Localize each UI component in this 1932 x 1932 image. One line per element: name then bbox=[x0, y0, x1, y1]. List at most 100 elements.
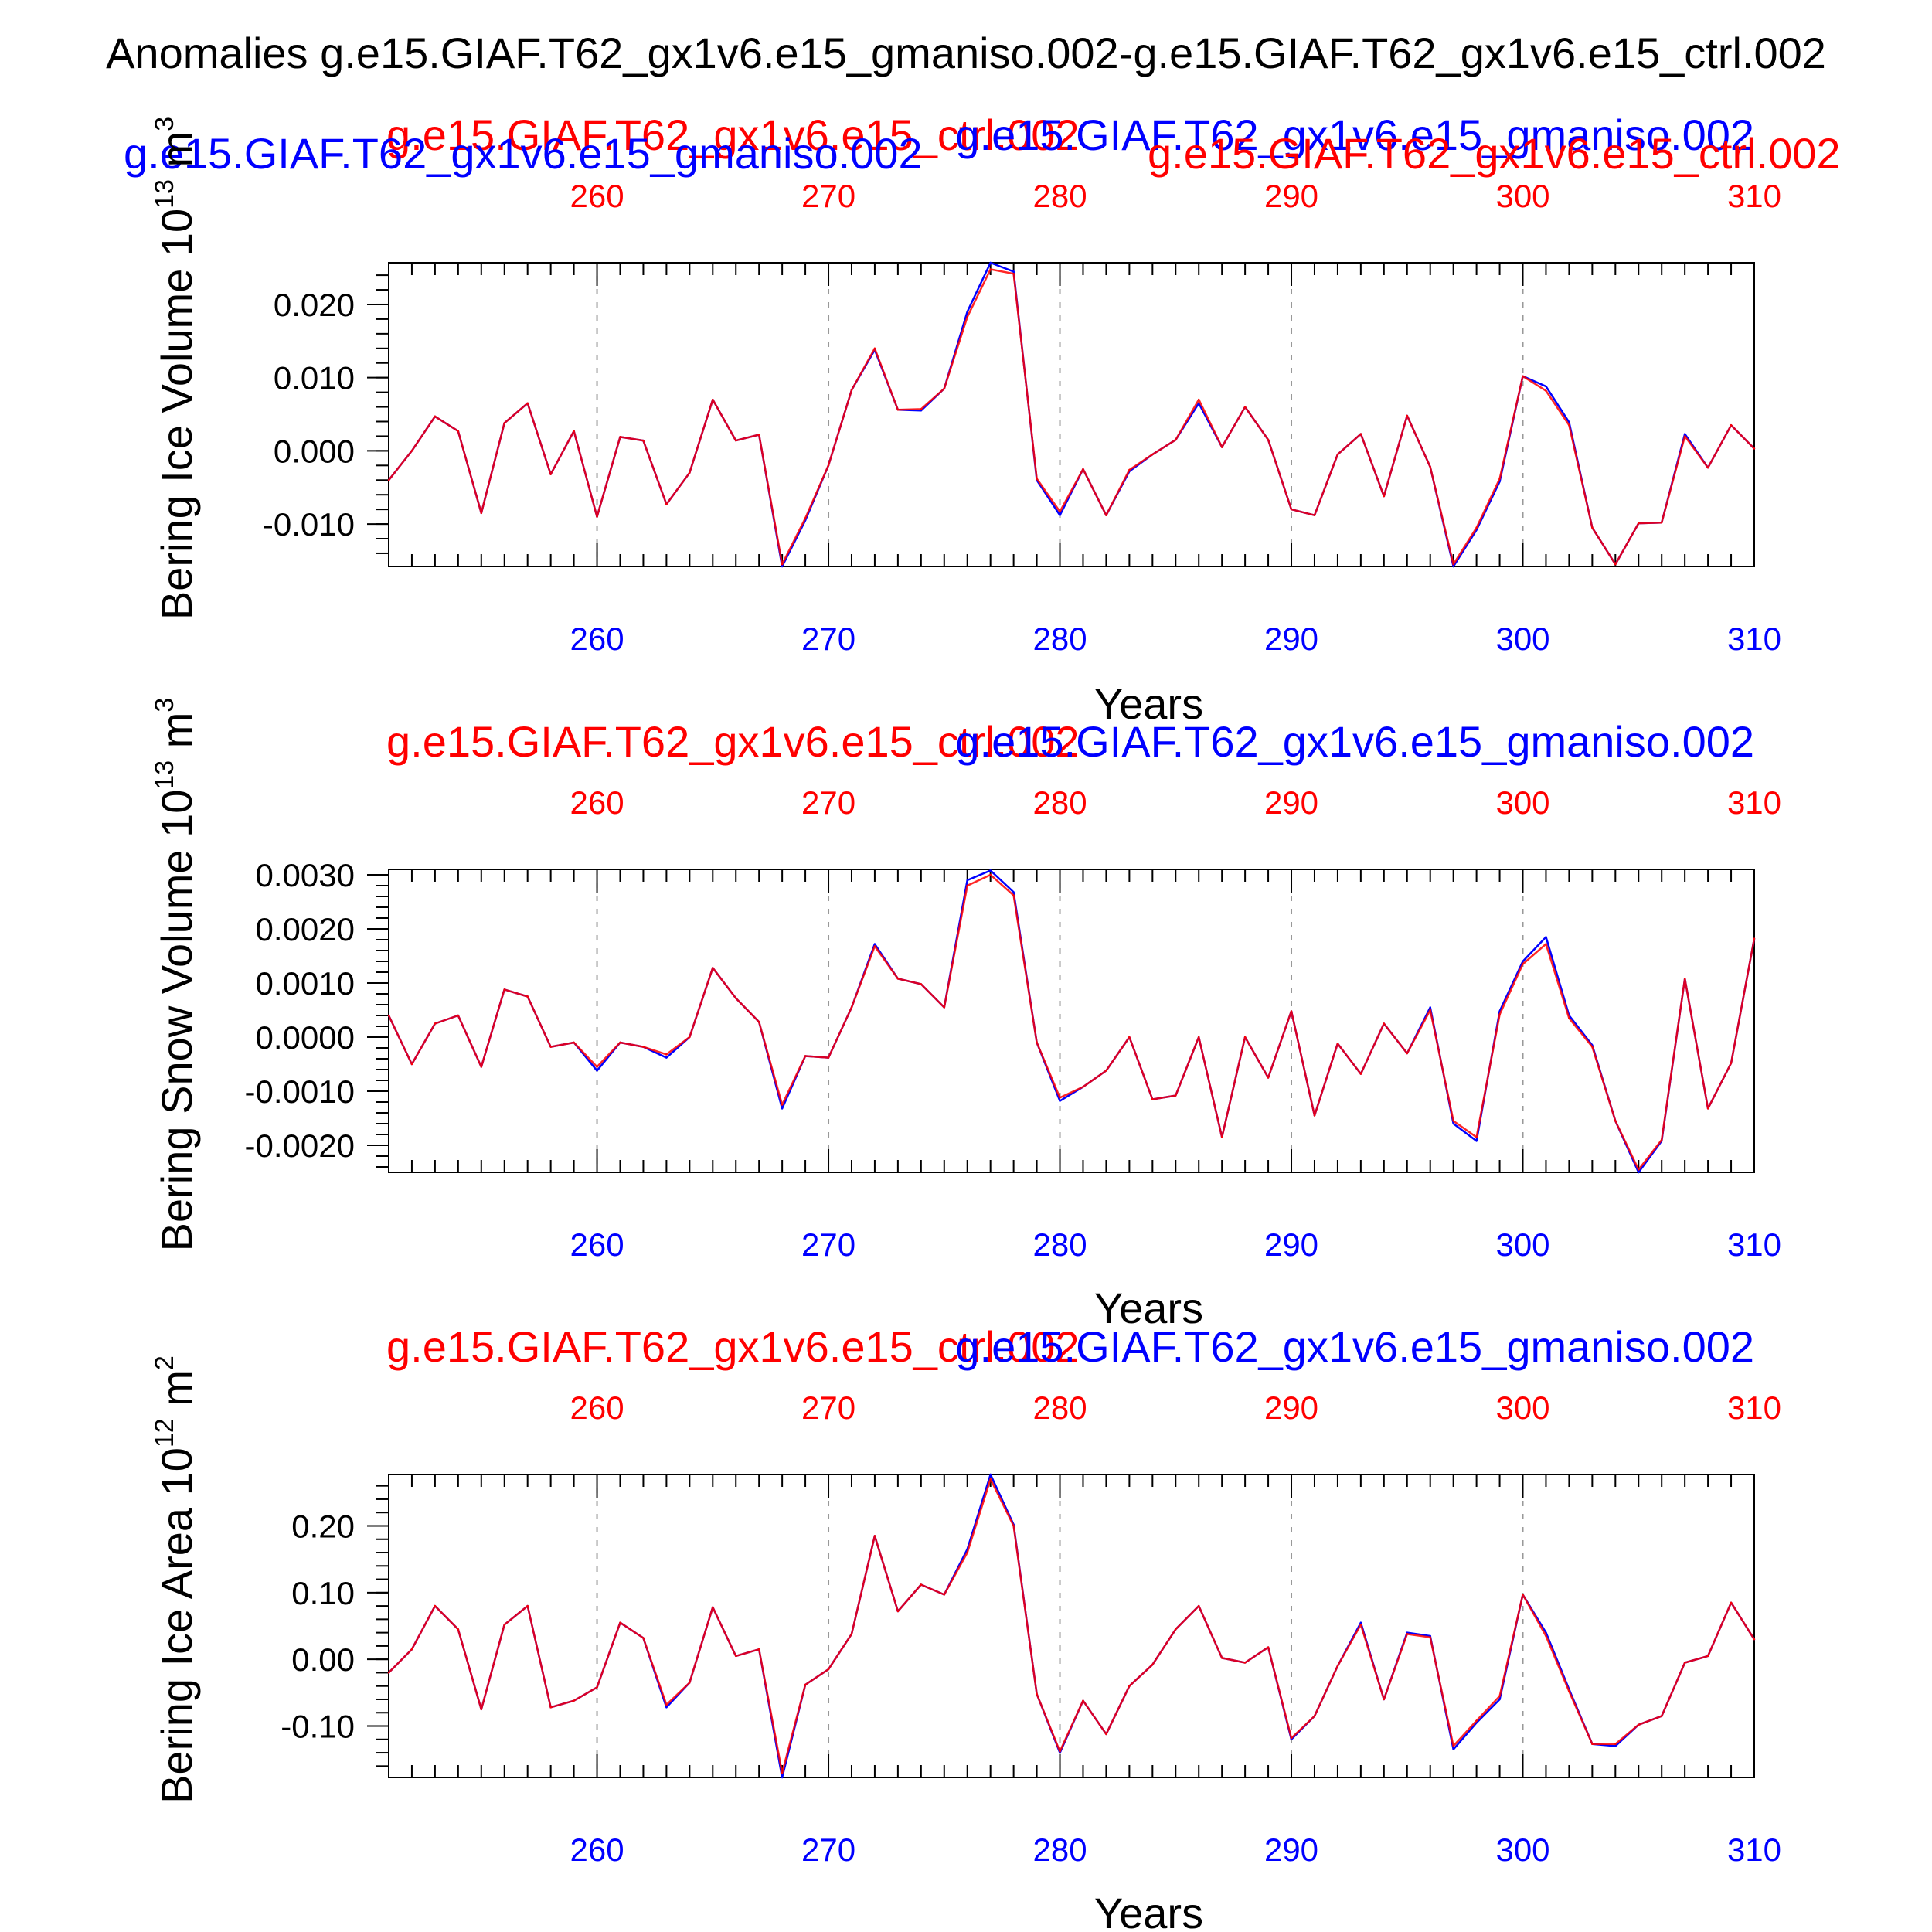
data-point bbox=[387, 479, 390, 481]
data-point bbox=[1336, 1665, 1339, 1668]
data-point bbox=[387, 1672, 390, 1674]
data-point bbox=[781, 1107, 784, 1110]
panel-1: -0.010 0.000 0.010 0.020 260 260 270 270 280 280 2… bbox=[124, 111, 1841, 728]
data-point bbox=[1359, 1621, 1362, 1624]
top-label-blue: g.e15.GIAF.T62_gx1v6.e15_gmaniso.002 bbox=[955, 1322, 1754, 1371]
data-point bbox=[1429, 1006, 1431, 1009]
data-point bbox=[1267, 438, 1270, 441]
data-point bbox=[480, 1066, 482, 1068]
data-point bbox=[781, 1771, 784, 1774]
data-point bbox=[1452, 565, 1454, 568]
x-tick-label-bottom: 310 bbox=[1727, 621, 1781, 657]
data-point bbox=[1359, 1624, 1362, 1626]
data-point bbox=[1591, 1046, 1594, 1048]
y-tick-label: 0.0000 bbox=[256, 1019, 355, 1056]
data-point bbox=[665, 503, 668, 505]
y-tick-label: 0.0030 bbox=[256, 857, 355, 893]
data-point bbox=[827, 464, 830, 467]
x-tick-label-bottom: 290 bbox=[1264, 1832, 1318, 1868]
data-point bbox=[966, 879, 968, 882]
data-point bbox=[735, 997, 737, 999]
data-point bbox=[873, 347, 876, 349]
data-point bbox=[1243, 1036, 1247, 1039]
data-point bbox=[1105, 514, 1107, 516]
data-point bbox=[804, 517, 807, 519]
data-point bbox=[1452, 563, 1454, 566]
data-point bbox=[989, 1473, 992, 1476]
data-point bbox=[1290, 1736, 1293, 1740]
y-axis-label-exponent: 3 bbox=[150, 117, 179, 131]
data-point bbox=[735, 439, 737, 442]
data-point bbox=[1638, 1168, 1640, 1171]
data-point bbox=[712, 398, 714, 401]
data-point bbox=[1545, 1634, 1547, 1638]
y-tick-label: -0.0010 bbox=[245, 1073, 355, 1110]
top-label-blue: g.e15.GIAF.T62_gx1v6.e15_gmaniso.002 bbox=[955, 111, 1754, 159]
data-point bbox=[503, 422, 505, 424]
y-axis-label-exponent: 3 bbox=[150, 698, 179, 713]
data-point bbox=[1036, 478, 1038, 480]
data-point bbox=[896, 978, 900, 980]
x-tick-label-top: 280 bbox=[1032, 178, 1087, 214]
data-point bbox=[1336, 1043, 1339, 1045]
data-point bbox=[989, 1478, 992, 1481]
data-point bbox=[1313, 514, 1316, 516]
data-point bbox=[1683, 433, 1686, 435]
data-point bbox=[573, 430, 575, 433]
data-point bbox=[1151, 1098, 1154, 1100]
data-point bbox=[526, 1604, 529, 1607]
data-point bbox=[1151, 453, 1154, 456]
y-axis-label-exponent: 2 bbox=[150, 1355, 179, 1370]
top-label-red: g.e15.GIAF.T62_gx1v6.e15_ctrl.002 bbox=[386, 1322, 1080, 1371]
data-point bbox=[1706, 1107, 1709, 1110]
data-point bbox=[549, 1706, 552, 1709]
data-point bbox=[1452, 1120, 1454, 1122]
data-point bbox=[1498, 1013, 1501, 1015]
y-axis-label-text: m bbox=[152, 1370, 201, 1418]
x-tick-label-top: 280 bbox=[1032, 1389, 1087, 1426]
data-point bbox=[1545, 389, 1547, 392]
data-point bbox=[1036, 1041, 1038, 1044]
data-point bbox=[1175, 1628, 1177, 1631]
data-point bbox=[503, 1624, 505, 1626]
data-point bbox=[781, 1776, 784, 1779]
data-point bbox=[1313, 1715, 1316, 1717]
data-point bbox=[966, 315, 968, 318]
data-point bbox=[1059, 1100, 1061, 1102]
data-point bbox=[1383, 1022, 1386, 1025]
data-point bbox=[573, 1041, 575, 1044]
x-axis-label: Years bbox=[1094, 679, 1203, 728]
data-point bbox=[1198, 398, 1200, 401]
x-tick-label-bottom: 260 bbox=[570, 1226, 624, 1263]
data-point bbox=[873, 1535, 876, 1537]
data-point bbox=[689, 1682, 691, 1684]
x-tick-label-bottom: 280 bbox=[1032, 1832, 1087, 1868]
data-point bbox=[410, 1648, 413, 1651]
data-point bbox=[1429, 1009, 1431, 1012]
data-point bbox=[943, 1594, 945, 1596]
x-tick-label-top: 270 bbox=[801, 784, 855, 821]
data-point bbox=[920, 983, 923, 985]
data-point bbox=[1128, 1036, 1131, 1039]
top-label-blue: g.e15.GIAF.T62_gx1v6.e15_gmaniso.002 bbox=[955, 717, 1754, 766]
data-point bbox=[1406, 1052, 1408, 1055]
overlay-label-red: g.e15.GIAF.T62_gx1v6.e15_ctrl.002 bbox=[1148, 129, 1841, 178]
data-point bbox=[596, 1066, 598, 1068]
plot-frame bbox=[388, 1474, 1755, 1778]
data-point bbox=[1359, 1073, 1362, 1075]
data-point bbox=[1243, 406, 1247, 408]
y-tick-label: 0.0010 bbox=[256, 965, 355, 1002]
y-tick-label: 0.20 bbox=[291, 1508, 355, 1544]
data-point bbox=[1661, 1138, 1663, 1141]
series-line-blue bbox=[388, 261, 1755, 568]
data-point bbox=[1568, 1017, 1570, 1019]
data-point bbox=[1406, 1633, 1408, 1635]
data-point bbox=[966, 884, 968, 887]
x-tick-label-top: 300 bbox=[1495, 1389, 1549, 1426]
data-point bbox=[457, 1628, 460, 1631]
figure-main-title: Anomalies g.e15.GIAF.T62_gx1v6.e15_gmani… bbox=[106, 29, 1826, 77]
data-point bbox=[989, 873, 992, 876]
data-point bbox=[1545, 943, 1547, 945]
data-point bbox=[1683, 1662, 1686, 1664]
